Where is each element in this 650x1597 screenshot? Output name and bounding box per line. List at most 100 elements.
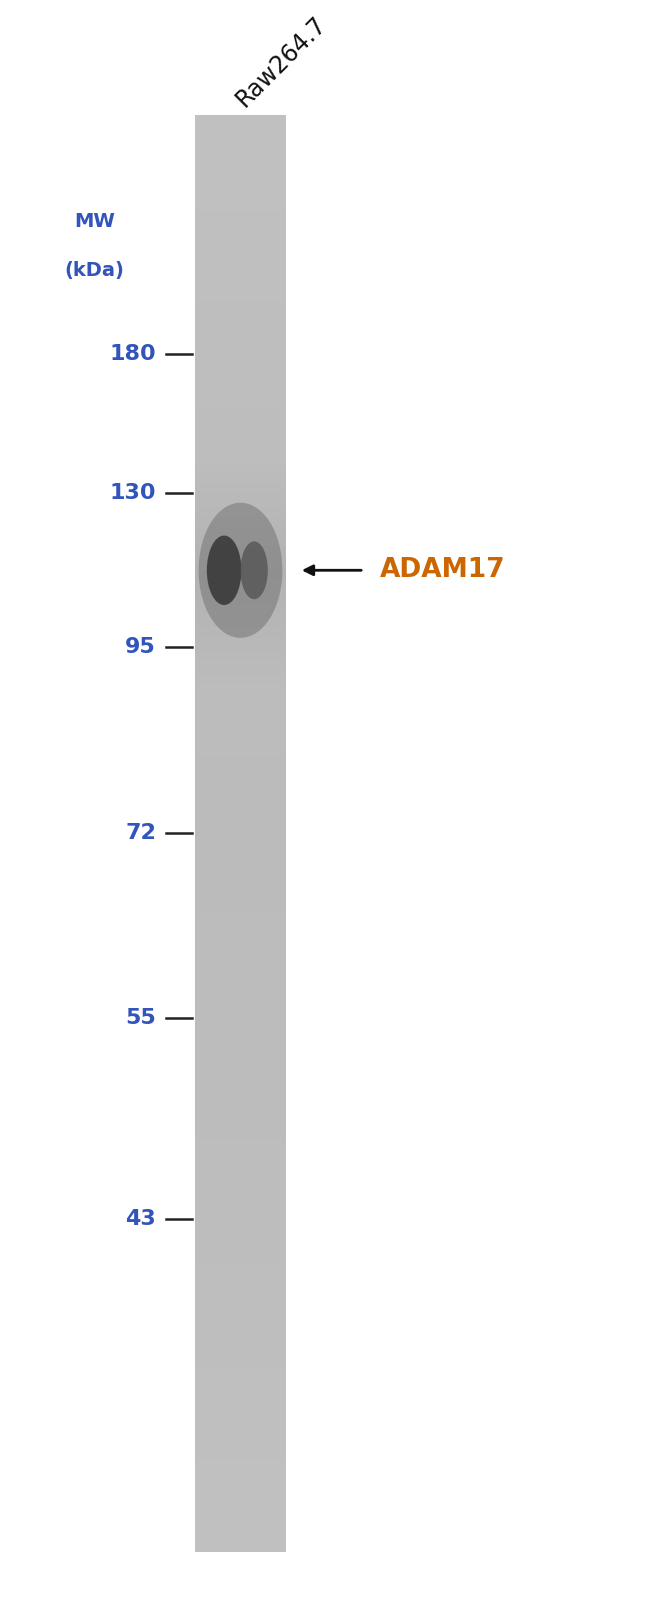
Bar [195,153,286,160]
Bar [195,1052,286,1059]
Bar [195,1134,286,1140]
Bar [195,1421,286,1428]
Bar [195,1167,286,1174]
Bar [195,369,286,375]
Bar [195,1263,286,1270]
Bar [195,364,286,371]
Bar [195,628,286,634]
Bar [195,1369,286,1375]
Bar [195,1541,286,1547]
Bar [195,1024,286,1030]
Bar [195,589,286,596]
Bar [195,268,286,275]
Bar [195,971,286,977]
Bar [195,723,286,728]
Bar [195,1407,286,1413]
Bar [195,1306,286,1313]
Bar [195,837,286,843]
Bar [195,961,286,968]
Bar [195,1254,286,1260]
Bar [195,1330,286,1337]
Bar [195,1321,286,1327]
Bar [195,264,286,270]
Bar [195,177,286,184]
Bar [195,115,286,121]
Bar [195,441,286,447]
Bar [195,580,286,586]
Bar [195,1316,286,1322]
Bar [195,1527,286,1533]
Bar [195,832,286,838]
Bar [195,1172,286,1179]
Bar [195,1354,286,1361]
Bar [195,383,286,390]
Bar [195,1206,286,1212]
Bar [195,846,286,853]
Bar [195,1220,286,1226]
Bar [195,570,286,577]
Bar [195,747,286,752]
Bar [195,1249,286,1255]
Bar [195,522,286,529]
Bar [195,1273,286,1279]
Bar [195,637,286,644]
Bar [195,254,286,260]
Bar [195,1359,286,1365]
Text: 180: 180 [109,343,156,364]
Bar [195,326,286,332]
Bar [195,947,286,953]
Bar [195,225,286,232]
Bar [195,928,286,934]
Bar [195,1081,286,1088]
Bar [195,666,286,672]
Bar [195,719,286,723]
Bar [195,513,286,519]
Bar [195,685,286,692]
Bar [195,1163,286,1169]
Bar [195,158,286,164]
Bar [195,517,286,524]
Bar [195,1388,286,1394]
Bar [195,1431,286,1437]
Bar [195,302,286,308]
Bar [195,1115,286,1121]
Bar [195,1143,286,1150]
Bar [195,1278,286,1284]
Bar [195,981,286,987]
Bar [195,822,286,829]
Bar [195,866,286,872]
Bar [195,1498,286,1504]
Bar [195,1139,286,1145]
Bar [195,1345,286,1351]
Bar [195,235,286,241]
Bar [195,1512,286,1519]
Bar [195,1201,286,1207]
Bar [195,479,286,485]
Text: MW: MW [74,212,114,230]
Bar [195,1105,286,1112]
Bar [195,775,286,781]
Bar [195,1124,286,1131]
Bar [195,561,286,567]
Bar [195,546,286,553]
Bar [195,172,286,179]
Bar [195,1076,286,1083]
Bar [195,1455,286,1461]
Bar [195,1282,286,1289]
Bar [195,1335,286,1341]
Bar [195,129,286,136]
Bar [195,1383,286,1389]
Bar [195,292,286,299]
Bar [195,230,286,236]
Bar [195,565,286,572]
Bar [195,460,286,466]
Bar [195,1086,286,1092]
Bar [195,1005,286,1011]
Bar [195,431,286,438]
Bar [195,335,286,342]
Bar [195,259,286,265]
Bar [195,211,286,217]
Bar [195,904,286,910]
Bar [195,249,286,256]
Bar [195,1378,286,1385]
